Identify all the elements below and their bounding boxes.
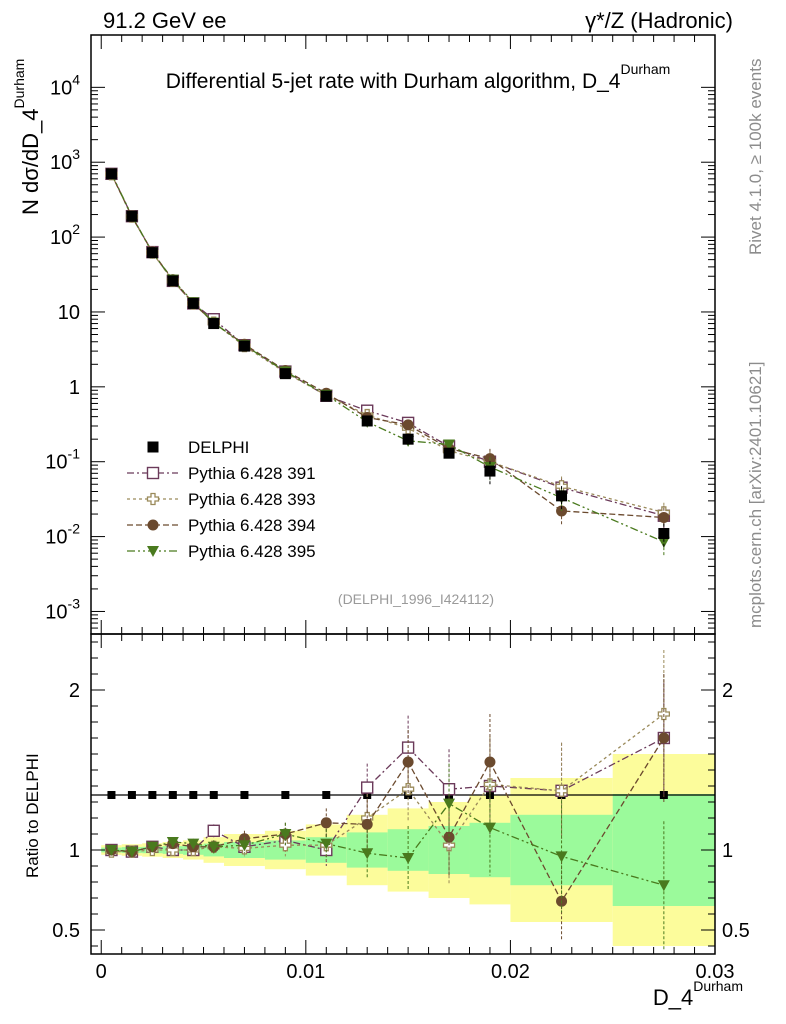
data-point [320,390,332,402]
legend-label: Pythia 6.428 394 [188,516,316,535]
y-tick-label: 104 [50,71,80,99]
legend-marker [147,441,159,453]
ratio-y-tick-label-right: 0.5 [722,920,750,942]
data-point [208,318,220,330]
y-tick-label: 10-2 [45,521,80,549]
ratio-point [402,756,414,768]
ratio-point [279,829,292,840]
legend-marker [146,492,160,506]
header-right: γ*/Z (Hadronic) [585,8,733,33]
data-point [443,447,455,459]
ratio-y-tick-label: 1 [69,840,80,862]
x-tick-label: 0.03 [696,961,735,983]
legend-label: DELPHI [188,438,249,457]
data-point [484,465,496,477]
ratio-point [320,817,332,829]
ratio-point [401,783,415,796]
ratio-point [360,781,374,794]
legend-label: Pythia 6.428 391 [188,464,316,483]
ratio-point [207,824,220,837]
data-point [105,168,117,180]
ratio-point [207,841,220,853]
data-point [187,297,199,309]
ratio-point [238,840,251,852]
uncertainty-band-inner [387,829,429,871]
ratio-y-axis-label: Ratio to DELPHI [23,753,42,878]
ratio-point [483,822,496,834]
data-point [126,210,138,222]
header-left: 91.2 GeV ee [103,8,227,33]
y-tick-label: 1 [69,377,80,399]
x-tick-label: 0.02 [491,961,530,983]
ratio-y-tick-label: 2 [69,680,80,702]
ratio-point [105,845,118,856]
legend-marker [147,519,159,531]
rivet-label: Rivet 4.1.0, ≥ 100k events [746,59,765,255]
ratio-point [555,784,568,797]
ratio-point [484,756,496,768]
ratio-y-tick-label-right: 2 [722,680,733,702]
ratio-point [361,818,373,830]
data-point [658,511,670,523]
main-plot-title: Differential 5-jet rate with Durham algo… [166,61,671,93]
data-point [402,433,414,445]
ratio-point [402,853,415,864]
analysis-watermark: (DELPHI_1996_I424112) [338,591,494,607]
ratio-point [187,838,200,850]
ratio-point [320,838,333,850]
data-point [146,247,158,259]
data-point [443,439,456,451]
x-axis-label: D_4Durham [653,978,743,1010]
y-tick-label: 10 [58,302,80,324]
legend-marker [147,546,159,557]
legend: DELPHI Pythia 6.428 391 Pythia 6.428 393 Py… [127,438,316,561]
ratio-point [657,880,670,892]
ratio-point [555,851,568,863]
main-y-axis-label: N dσ/dD_4Durham [11,59,43,215]
ratio-point [443,798,456,810]
ratio-y-tick-label: 0.5 [52,920,80,942]
series-line [110,173,665,543]
legend-label: Pythia 6.428 393 [188,490,316,509]
series-line [110,173,665,514]
legend-marker [146,466,160,480]
ratio-point [166,837,179,848]
data-point [238,340,250,352]
ratio-point [443,831,455,843]
series-delphi [105,168,670,548]
data-point [279,368,291,380]
data-point [361,415,373,427]
legend-label: Pythia 6.428 395 [188,542,316,561]
data-point [657,536,670,548]
x-tick-label: 0 [96,961,107,983]
ratio-point [658,732,670,744]
main-plot-frame [90,34,716,635]
ratio-plot-frame [90,633,716,955]
data-point [402,419,414,431]
y-tick-label: 102 [50,221,80,249]
data-point [658,527,670,539]
y-tick-label: 10-1 [45,446,80,474]
ratio-point [361,848,374,860]
x-tick-label: 0.01 [286,961,325,983]
y-tick-label: 103 [50,146,80,174]
data-point [167,275,179,287]
mcplots-label: mcplots.cern.ch [arXiv:2401.10621] [746,362,765,628]
data-point [556,490,568,502]
ratio-line [111,802,665,886]
ratio-point [125,846,138,858]
ratio-y-tick-label-right: 1 [722,840,733,862]
y-tick-label: 10-3 [45,595,80,623]
ratio-point [146,841,159,853]
ratio-series-pythia-6-428-395 [105,763,670,950]
